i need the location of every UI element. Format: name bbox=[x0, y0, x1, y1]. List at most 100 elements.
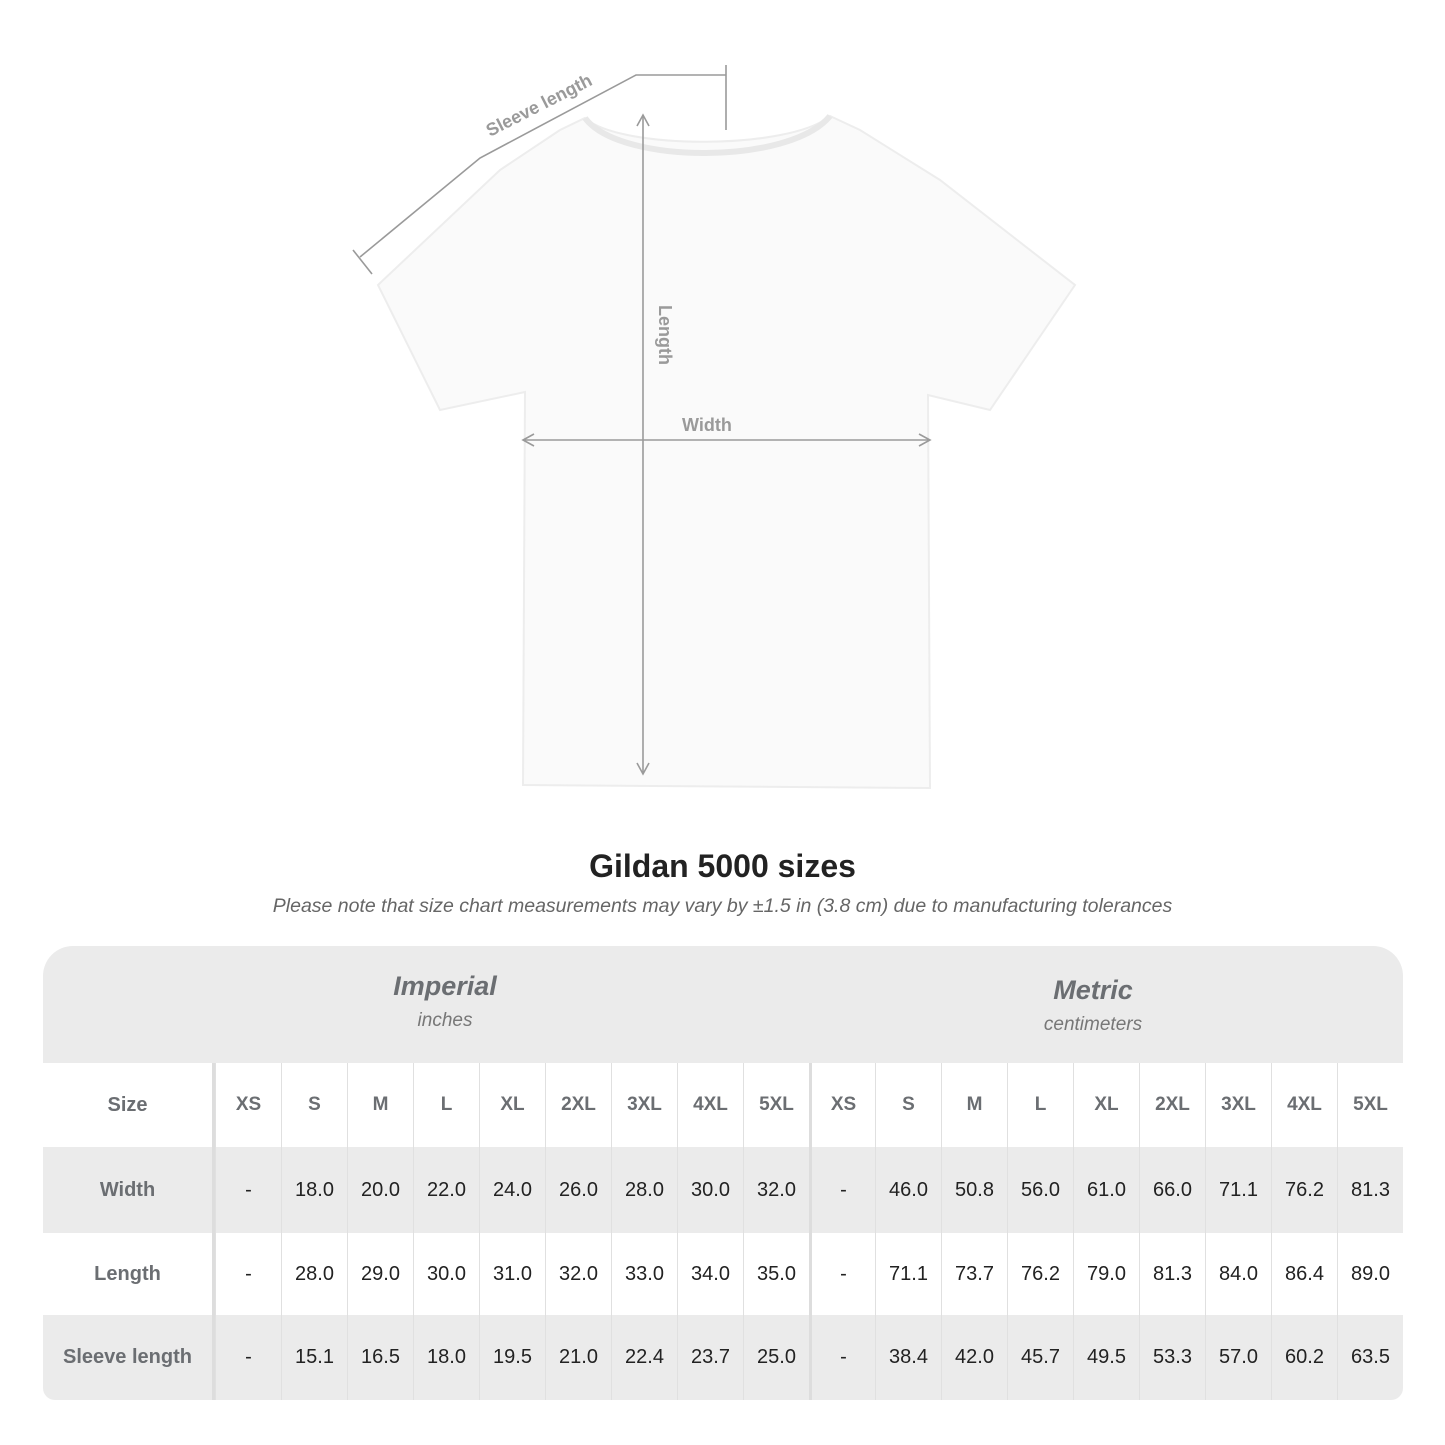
metric-value-cell: 76.2 bbox=[1271, 1147, 1337, 1233]
metric-value-cell: - bbox=[809, 1147, 875, 1233]
metric-value-cell: 63.5 bbox=[1337, 1315, 1403, 1400]
metric-size-header: 4XL bbox=[1271, 1063, 1337, 1147]
imperial-size-header: M bbox=[347, 1063, 413, 1147]
metric-size-header: XS bbox=[809, 1063, 875, 1147]
length-arrow-top bbox=[636, 113, 650, 127]
metric-value-cell: 71.1 bbox=[1205, 1147, 1271, 1233]
imperial-size-header: 5XL bbox=[743, 1063, 809, 1147]
metric-value-cell: 45.7 bbox=[1007, 1315, 1073, 1400]
metric-value-cell: 56.0 bbox=[1007, 1147, 1073, 1233]
imperial-value-cell: 25.0 bbox=[743, 1315, 809, 1400]
imperial-value-cell: - bbox=[215, 1233, 281, 1315]
imperial-value-cell: 32.0 bbox=[545, 1233, 611, 1315]
metric-size-header: 3XL bbox=[1205, 1063, 1271, 1147]
imperial-value-cell: 33.0 bbox=[611, 1233, 677, 1315]
imperial-size-header: 4XL bbox=[677, 1063, 743, 1147]
metric-value-cell: 66.0 bbox=[1139, 1147, 1205, 1233]
imperial-value-cell: 35.0 bbox=[743, 1233, 809, 1315]
imperial-header: Imperial inches bbox=[215, 971, 675, 1032]
metric-size-header: S bbox=[875, 1063, 941, 1147]
size-label: Size bbox=[43, 1063, 215, 1147]
imperial-value-cell: 16.5 bbox=[347, 1315, 413, 1400]
imperial-size-header: S bbox=[281, 1063, 347, 1147]
metric-value-cell: 71.1 bbox=[875, 1233, 941, 1315]
metric-value-cell: 79.0 bbox=[1073, 1233, 1139, 1315]
width-arrow-right bbox=[918, 433, 932, 447]
sleeve-length-line bbox=[359, 74, 726, 258]
table-row: Length -28.0 29.0 30.0 31.0 32.0 33.0 34.0 35.0-… bbox=[43, 1233, 1403, 1315]
imperial-value-cell: 29.0 bbox=[347, 1233, 413, 1315]
imperial-value-cell: 15.1 bbox=[281, 1315, 347, 1400]
metric-header: Metric centimeters bbox=[863, 975, 1323, 1036]
imperial-value-cell: 21.0 bbox=[545, 1315, 611, 1400]
metric-value-cell: 61.0 bbox=[1073, 1147, 1139, 1233]
imperial-value-cell: 18.0 bbox=[413, 1315, 479, 1400]
sleeve-start-tick bbox=[352, 249, 373, 275]
size-header-row: Size XS S M L XL 2XL 3XL 4XL 5XL XS S M L XL 2XL 3XL 4XL 5… bbox=[43, 1063, 1403, 1147]
metric-value-cell: - bbox=[809, 1315, 875, 1400]
imperial-value-cell: 34.0 bbox=[677, 1233, 743, 1315]
metric-size-header: 2XL bbox=[1139, 1063, 1205, 1147]
tshirt-diagram: Sleeve length Length Width bbox=[352, 65, 1077, 790]
metric-value-cell: 38.4 bbox=[875, 1315, 941, 1400]
imperial-value-cell: 18.0 bbox=[281, 1147, 347, 1233]
imperial-size-header: XS bbox=[215, 1063, 281, 1147]
metric-value-cell: 86.4 bbox=[1271, 1233, 1337, 1315]
metric-value-cell: 81.3 bbox=[1337, 1147, 1403, 1233]
imperial-value-cell: 22.0 bbox=[413, 1147, 479, 1233]
metric-size-header: 5XL bbox=[1337, 1063, 1403, 1147]
metric-title: Metric bbox=[1053, 975, 1133, 1005]
length-label: Length bbox=[655, 305, 675, 365]
imperial-value-cell: 30.0 bbox=[677, 1147, 743, 1233]
imperial-value-cell: 30.0 bbox=[413, 1233, 479, 1315]
imperial-size-header: 3XL bbox=[611, 1063, 677, 1147]
imperial-size-header: XL bbox=[479, 1063, 545, 1147]
metric-value-cell: 89.0 bbox=[1337, 1233, 1403, 1315]
metric-value-cell: 53.3 bbox=[1139, 1315, 1205, 1400]
imperial-value-cell: - bbox=[215, 1147, 281, 1233]
imperial-value-cell: 32.0 bbox=[743, 1147, 809, 1233]
metric-value-cell: 76.2 bbox=[1007, 1233, 1073, 1315]
tshirt-illustration bbox=[376, 114, 1077, 790]
metric-size-header: M bbox=[941, 1063, 1007, 1147]
metric-value-cell: 57.0 bbox=[1205, 1315, 1271, 1400]
metric-value-cell: 60.2 bbox=[1271, 1315, 1337, 1400]
unit-header bbox=[43, 946, 1403, 1063]
metric-value-cell: 46.0 bbox=[875, 1147, 941, 1233]
metric-value-cell: 50.8 bbox=[941, 1147, 1007, 1233]
metric-value-cell: 49.5 bbox=[1073, 1315, 1139, 1400]
table-row: Width -18.0 20.0 22.0 24.0 26.0 28.0 30.0 32.0-4… bbox=[43, 1147, 1403, 1233]
imperial-unit: inches bbox=[417, 1010, 473, 1031]
imperial-value-cell: 19.5 bbox=[479, 1315, 545, 1400]
metric-size-header: XL bbox=[1073, 1063, 1139, 1147]
imperial-value-cell: 23.7 bbox=[677, 1315, 743, 1400]
collar bbox=[582, 114, 833, 156]
row-label: Length bbox=[43, 1233, 215, 1315]
size-table: Imperial inches Metric centimeters Size X… bbox=[43, 946, 1403, 1400]
length-arrow-bottom bbox=[636, 762, 650, 776]
width-label: Width bbox=[682, 415, 732, 435]
imperial-value-cell: 20.0 bbox=[347, 1147, 413, 1233]
imperial-title: Imperial bbox=[393, 971, 497, 1001]
imperial-size-header: 2XL bbox=[545, 1063, 611, 1147]
metric-value-cell: 84.0 bbox=[1205, 1233, 1271, 1315]
imperial-size-header: L bbox=[413, 1063, 479, 1147]
chart-title: Gildan 5000 sizes bbox=[589, 848, 856, 884]
row-label: Sleeve length bbox=[43, 1315, 215, 1400]
imperial-value-cell: 24.0 bbox=[479, 1147, 545, 1233]
metric-value-cell: 73.7 bbox=[941, 1233, 1007, 1315]
metric-value-cell: 42.0 bbox=[941, 1315, 1007, 1400]
table-row: Sleeve length - 15.1 16.5 18.0 19.5 21.0 22.4 23… bbox=[43, 1315, 1403, 1400]
imperial-value-cell: 28.0 bbox=[281, 1233, 347, 1315]
tolerance-note: Please note that size chart measurements… bbox=[272, 895, 1173, 917]
imperial-value-cell: 28.0 bbox=[611, 1147, 677, 1233]
row-label: Width bbox=[43, 1147, 215, 1233]
imperial-value-cell: 22.4 bbox=[611, 1315, 677, 1400]
metric-value-cell: 81.3 bbox=[1139, 1233, 1205, 1315]
metric-value-cell: - bbox=[809, 1233, 875, 1315]
imperial-value-cell: 31.0 bbox=[479, 1233, 545, 1315]
imperial-value-cell: 26.0 bbox=[545, 1147, 611, 1233]
metric-size-header: L bbox=[1007, 1063, 1073, 1147]
metric-unit: centimeters bbox=[1043, 1014, 1143, 1035]
width-arrow-left bbox=[521, 433, 535, 447]
